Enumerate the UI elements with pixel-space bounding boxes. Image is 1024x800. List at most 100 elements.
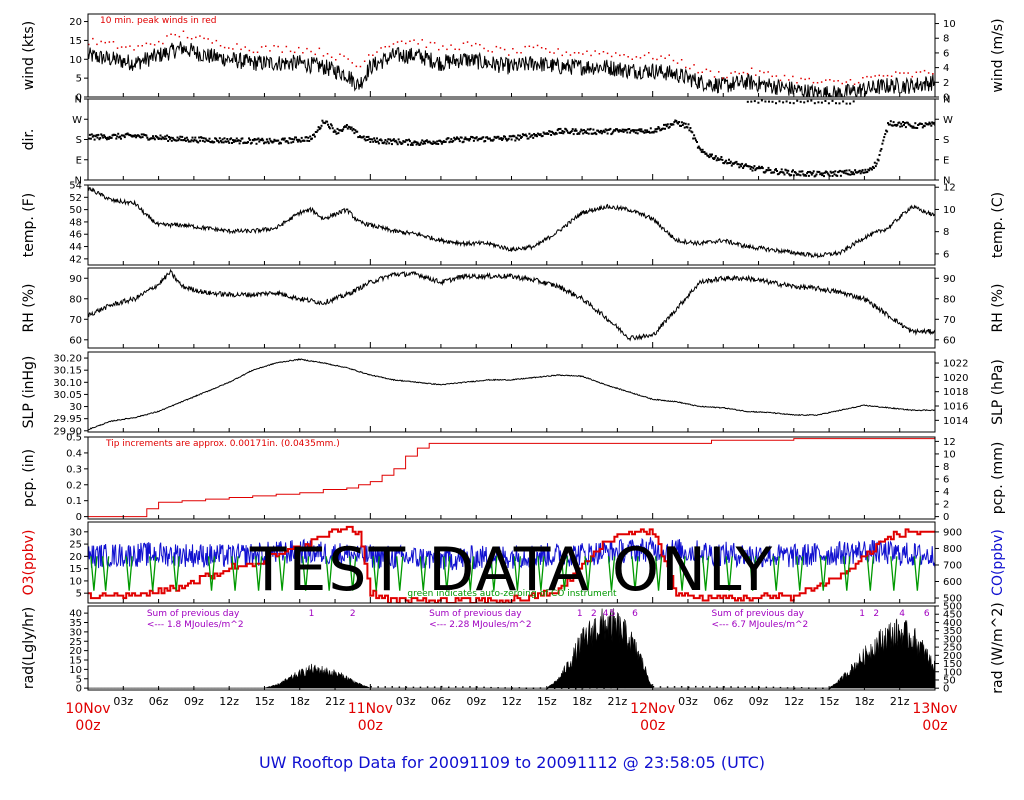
dir-series-0-dot xyxy=(293,138,296,141)
dir-series-0-dot xyxy=(716,157,719,160)
dir-series-0-dot xyxy=(822,172,825,175)
wind-series-1-dot xyxy=(326,53,329,55)
hour-label: 18z xyxy=(290,695,310,708)
pcp-right-tick-label: 10 xyxy=(943,449,956,460)
dir-series-0-dot xyxy=(375,140,377,143)
dir-series-1-dot xyxy=(792,102,795,105)
dir-series-0-dot xyxy=(858,169,861,172)
wind-series-1-dot xyxy=(853,83,856,85)
dir-series-1-dot xyxy=(842,100,845,103)
dir-series-0-dot xyxy=(738,166,741,169)
dir-series-0-dot xyxy=(326,120,329,123)
dir-series-0-dot xyxy=(860,170,863,173)
wind-series-1-dot xyxy=(396,41,399,43)
wind-series-1-dot xyxy=(771,75,773,78)
wind-series-1-dot xyxy=(845,81,848,83)
pcp-ylabel: pcp. (in) xyxy=(21,449,37,507)
dir-series-0-dot xyxy=(241,137,244,140)
dir-series-0-dot xyxy=(332,130,335,133)
slp-left-tick-label: 29.90 xyxy=(53,426,82,437)
dir-series-0-dot xyxy=(847,173,850,176)
dir-series-0-dot xyxy=(525,135,528,138)
dir-series-0-dot xyxy=(741,162,744,165)
wind-series-1-dot xyxy=(750,67,753,69)
wind-series-1-dot xyxy=(273,45,275,47)
dir-series-0-dot xyxy=(777,172,780,175)
wind-series-1-dot xyxy=(788,79,790,81)
hour-label: 18z xyxy=(855,695,875,708)
dir-series-0-dot xyxy=(392,138,395,141)
dir-series-0-dot xyxy=(408,140,411,143)
dir-series-0-dot xyxy=(266,140,269,143)
dir-series-0-dot xyxy=(632,129,634,132)
o3co-right-tick-label: 900 xyxy=(943,527,962,538)
dir-series-0-dot xyxy=(265,138,268,141)
wind-series-1-dot xyxy=(425,46,428,48)
wind-series-1-dot xyxy=(895,71,897,73)
wind-series-1-dot xyxy=(631,58,633,60)
wind-series-1-dot xyxy=(182,30,185,32)
dir-series-0-dot xyxy=(190,139,193,142)
wind-series-1-dot xyxy=(680,59,683,61)
wind-series-1-dot xyxy=(652,57,654,60)
wind-series-1-dot xyxy=(483,47,485,50)
dir-series-0-dot xyxy=(790,174,793,177)
wind-series-1-dot xyxy=(359,65,362,68)
rad-series-1-dot xyxy=(751,686,753,688)
dir-series-0-dot xyxy=(167,140,170,142)
hour-label: 21z xyxy=(325,695,345,708)
dir-series-0-dot xyxy=(221,138,224,141)
pcp-right-tick-label: 0 xyxy=(943,512,949,523)
dir-series-0-dot xyxy=(492,138,495,141)
wind-series-1-dot xyxy=(829,79,831,81)
dir-series-0-dot xyxy=(691,131,694,134)
wind-series-1-dot xyxy=(643,54,646,57)
wind-series-1-dot xyxy=(413,39,415,41)
dir-series-0-dot xyxy=(345,124,348,126)
day-label: 13Nov xyxy=(912,701,957,717)
rad-series-1-dot xyxy=(617,686,619,689)
dir-series-0-dot xyxy=(664,127,666,130)
dir-series-0-dot xyxy=(440,142,443,145)
dir-series-0-dot xyxy=(178,137,181,140)
dir-series-0-dot xyxy=(636,132,639,135)
dir-series-0-dot xyxy=(476,139,479,142)
dir-series-0-dot xyxy=(600,132,603,135)
dir-series-0-dot xyxy=(452,139,455,142)
dir-series-0-dot xyxy=(881,142,884,145)
rad-right-tick-label: 200 xyxy=(943,651,962,662)
wind-series-1-dot xyxy=(318,47,321,50)
hour-label: 03z xyxy=(396,695,416,708)
dir-series-0-dot xyxy=(532,136,535,139)
o3co-series-2-spike xyxy=(349,556,357,591)
rad-hour-mark: 1 xyxy=(309,609,315,619)
dir-series-0-dot xyxy=(208,137,211,140)
dir-series-0-dot xyxy=(705,152,708,155)
dir-series-0-dot xyxy=(517,134,520,137)
dir-series-0-dot xyxy=(254,138,257,141)
dir-series-0-dot xyxy=(277,139,280,142)
rad-ylabel: rad(Lgly/hr) xyxy=(21,607,37,689)
o3co-series-2-spike xyxy=(466,556,474,591)
wind-right-tick-label: 0 xyxy=(943,93,949,104)
dir-series-0-dot xyxy=(88,133,91,136)
o3co-series-2-spike xyxy=(749,556,757,591)
wind-series-1-dot xyxy=(293,51,296,54)
dir-series-0-dot xyxy=(639,130,642,133)
pcp-note: Tip increments are approx. 0.00171in. (0… xyxy=(105,439,340,449)
rad-hour-mark: 1 xyxy=(859,609,865,619)
dir-series-0-dot xyxy=(333,129,336,132)
dir-right-tick-label: S xyxy=(943,135,949,146)
temp-left-tick-label: 46 xyxy=(69,230,82,241)
rad-right-tick-label: 50 xyxy=(943,675,956,686)
dir-series-0-dot xyxy=(693,134,696,137)
dir-series-0-dot xyxy=(821,174,824,177)
wind-ylabel: wind (kts) xyxy=(21,21,37,90)
wind-series-1-dot xyxy=(746,72,749,75)
dir-series-0-dot xyxy=(395,141,398,144)
dir-series-0-dot xyxy=(237,139,240,142)
dir-series-0-dot xyxy=(575,129,578,132)
dir-series-0-dot xyxy=(146,136,149,139)
dir-series-0-dot xyxy=(805,174,808,177)
o3co-series-2-spike xyxy=(207,556,216,591)
